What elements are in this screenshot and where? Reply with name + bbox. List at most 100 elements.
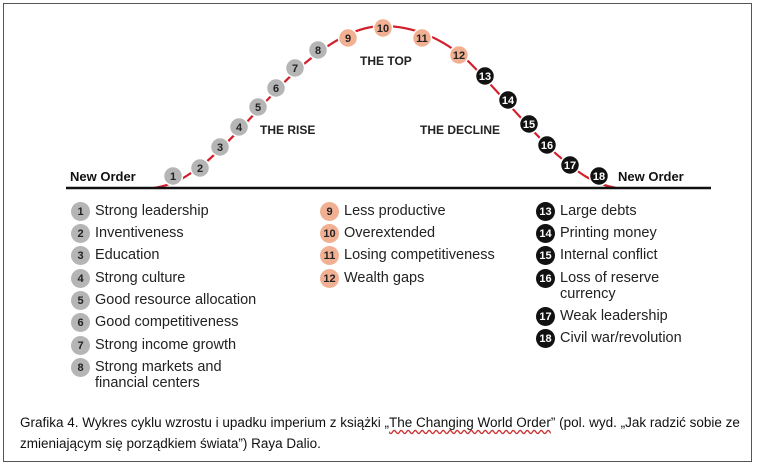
legend-label: Weak leadership	[560, 308, 668, 324]
cycle-node-number: 7	[292, 63, 298, 75]
cycle-node-number: 12	[453, 50, 465, 62]
legend-label: Overextended	[344, 225, 436, 241]
legend-badge: 11	[320, 246, 339, 265]
cycle-node-14: 14	[497, 89, 519, 111]
legend-badge: 4	[71, 269, 90, 288]
new-order-right-label: New Order	[618, 169, 684, 184]
legend-label: Losing competitiveness	[344, 247, 495, 263]
legend-badge: 1	[71, 202, 90, 221]
new-order-left-label: New Order	[70, 169, 136, 184]
caption-book-title: The Changing World Order	[388, 415, 551, 430]
legend-item-4: 4 Strong culture	[71, 269, 311, 288]
cycle-node-number: 1	[170, 171, 176, 183]
cycle-node-number: 18	[593, 171, 605, 183]
cycle-node-number: 3	[217, 142, 223, 154]
legend-badge: 18	[536, 329, 555, 348]
legend-badge: 16	[536, 269, 555, 288]
cycle-curve	[153, 24, 617, 190]
cycle-node-5: 5	[247, 96, 269, 118]
caption-text-end: ” (pol. wyd. „Jak radzić sobie ze zmieni…	[20, 415, 740, 451]
cycle-node-number: 13	[479, 71, 491, 83]
legend-badge: 15	[536, 246, 555, 265]
cycle-node-number: 2	[197, 163, 203, 175]
legend-badge: 12	[320, 269, 339, 288]
cycle-node-13: 13	[474, 65, 496, 87]
cycle-node-number: 16	[541, 140, 553, 152]
legend-label: Good competitiveness	[95, 314, 239, 330]
legend-item-17: 17 Weak leadership	[536, 307, 746, 326]
legend-label: Printing money	[560, 225, 657, 241]
cycle-node-18: 18	[588, 165, 610, 187]
legend-label: Strong markets and financial centers	[95, 359, 222, 391]
legend-badge: 17	[536, 307, 555, 326]
legend-item-3: 3 Education	[71, 246, 311, 265]
cycle-node-number: 4	[236, 122, 243, 134]
legend-badge: 3	[71, 246, 90, 265]
cycle-node-10: 10	[372, 17, 394, 39]
legend-item-15: 15 Internal conflict	[536, 246, 746, 265]
cycle-node-number: 15	[523, 119, 535, 131]
legend-badge: 7	[71, 336, 90, 355]
legend-item-6: 6 Good competitiveness	[71, 313, 311, 332]
legend-item-13: 13 Large debts	[536, 202, 746, 221]
legend-label: Wealth gaps	[344, 270, 425, 286]
cycle-node-12: 12	[448, 44, 470, 66]
cycle-node-2: 2	[189, 157, 211, 179]
figure-frame: New Order New Order THE RISE THE TOP THE…	[3, 3, 752, 462]
cycle-node-number: 8	[315, 45, 321, 57]
legend-label: Good resource allocation	[95, 292, 257, 308]
the-decline-label: THE DECLINE	[420, 123, 500, 137]
cycle-node-8: 8	[307, 39, 329, 61]
legend-item-18: 18 Civil war/revolution	[536, 329, 746, 348]
legend-item-9: 9 Less productive	[320, 202, 530, 221]
cycle-node-number: 6	[273, 83, 279, 95]
legend-badge: 2	[71, 224, 90, 243]
legend-badge: 13	[536, 202, 555, 221]
the-top-label: THE TOP	[360, 54, 412, 68]
legend-label: Large debts	[560, 203, 637, 219]
legend-label: Inventiveness	[95, 225, 184, 241]
cycle-node-15: 15	[518, 113, 540, 135]
legend-label: Strong leadership	[95, 203, 209, 219]
cycle-node-number: 9	[345, 33, 351, 45]
cycle-node-1: 1	[162, 165, 184, 187]
legend-label: Education	[95, 247, 160, 263]
legend-item-11: 11 Losing competitiveness	[320, 246, 530, 265]
cycle-diagram: New Order New Order THE RISE THE TOP THE…	[66, 17, 711, 190]
legend-item-8: 8 Strong markets and financial centers	[71, 358, 311, 391]
legend-badge: 5	[71, 291, 90, 310]
figure-caption: Grafika 4. Wykres cyklu wzrostu i upadku…	[20, 412, 750, 454]
legend-label: Strong culture	[95, 270, 186, 286]
legend-item-5: 5 Good resource allocation	[71, 291, 311, 310]
legend-badge: 10	[320, 224, 339, 243]
legend-item-10: 10 Overextended	[320, 224, 530, 243]
legend-label: Internal conflict	[560, 247, 658, 263]
legend-label: Less productive	[344, 203, 446, 219]
legend-label: Civil war/revolution	[560, 330, 682, 346]
cycle-node-7: 7	[284, 57, 306, 79]
caption-text-start: Grafika 4. Wykres cyklu wzrostu i upadku…	[20, 415, 389, 430]
cycle-node-number: 14	[502, 95, 515, 107]
cycle-node-number: 5	[255, 102, 261, 114]
legend-badge: 8	[71, 358, 90, 377]
legend-label: Loss of reserve currency	[560, 270, 660, 302]
legend-badge: 6	[71, 313, 90, 332]
cycle-node-number: 17	[564, 160, 576, 172]
cycle-node-17: 17	[559, 154, 581, 176]
legend-item-12: 12 Wealth gaps	[320, 269, 530, 288]
legend-item-14: 14 Printing money	[536, 224, 746, 243]
legend-label: Strong income growth	[95, 337, 237, 353]
cycle-node-11: 11	[411, 27, 433, 49]
cycle-node-3: 3	[209, 136, 231, 158]
legend-item-7: 7 Strong income growth	[71, 336, 311, 355]
cycle-node-6: 6	[265, 77, 287, 99]
legend-badge: 9	[320, 202, 339, 221]
cycle-node-9: 9	[337, 27, 359, 49]
legend-item-2: 2 Inventiveness	[71, 224, 311, 243]
legend-item-1: 1 Strong leadership	[71, 202, 311, 221]
cycle-node-number: 11	[416, 33, 428, 45]
cycle-node-16: 16	[536, 134, 558, 156]
legend-item-16: 16 Loss of reserve currency	[536, 269, 746, 302]
cycle-node-number: 10	[377, 23, 389, 35]
